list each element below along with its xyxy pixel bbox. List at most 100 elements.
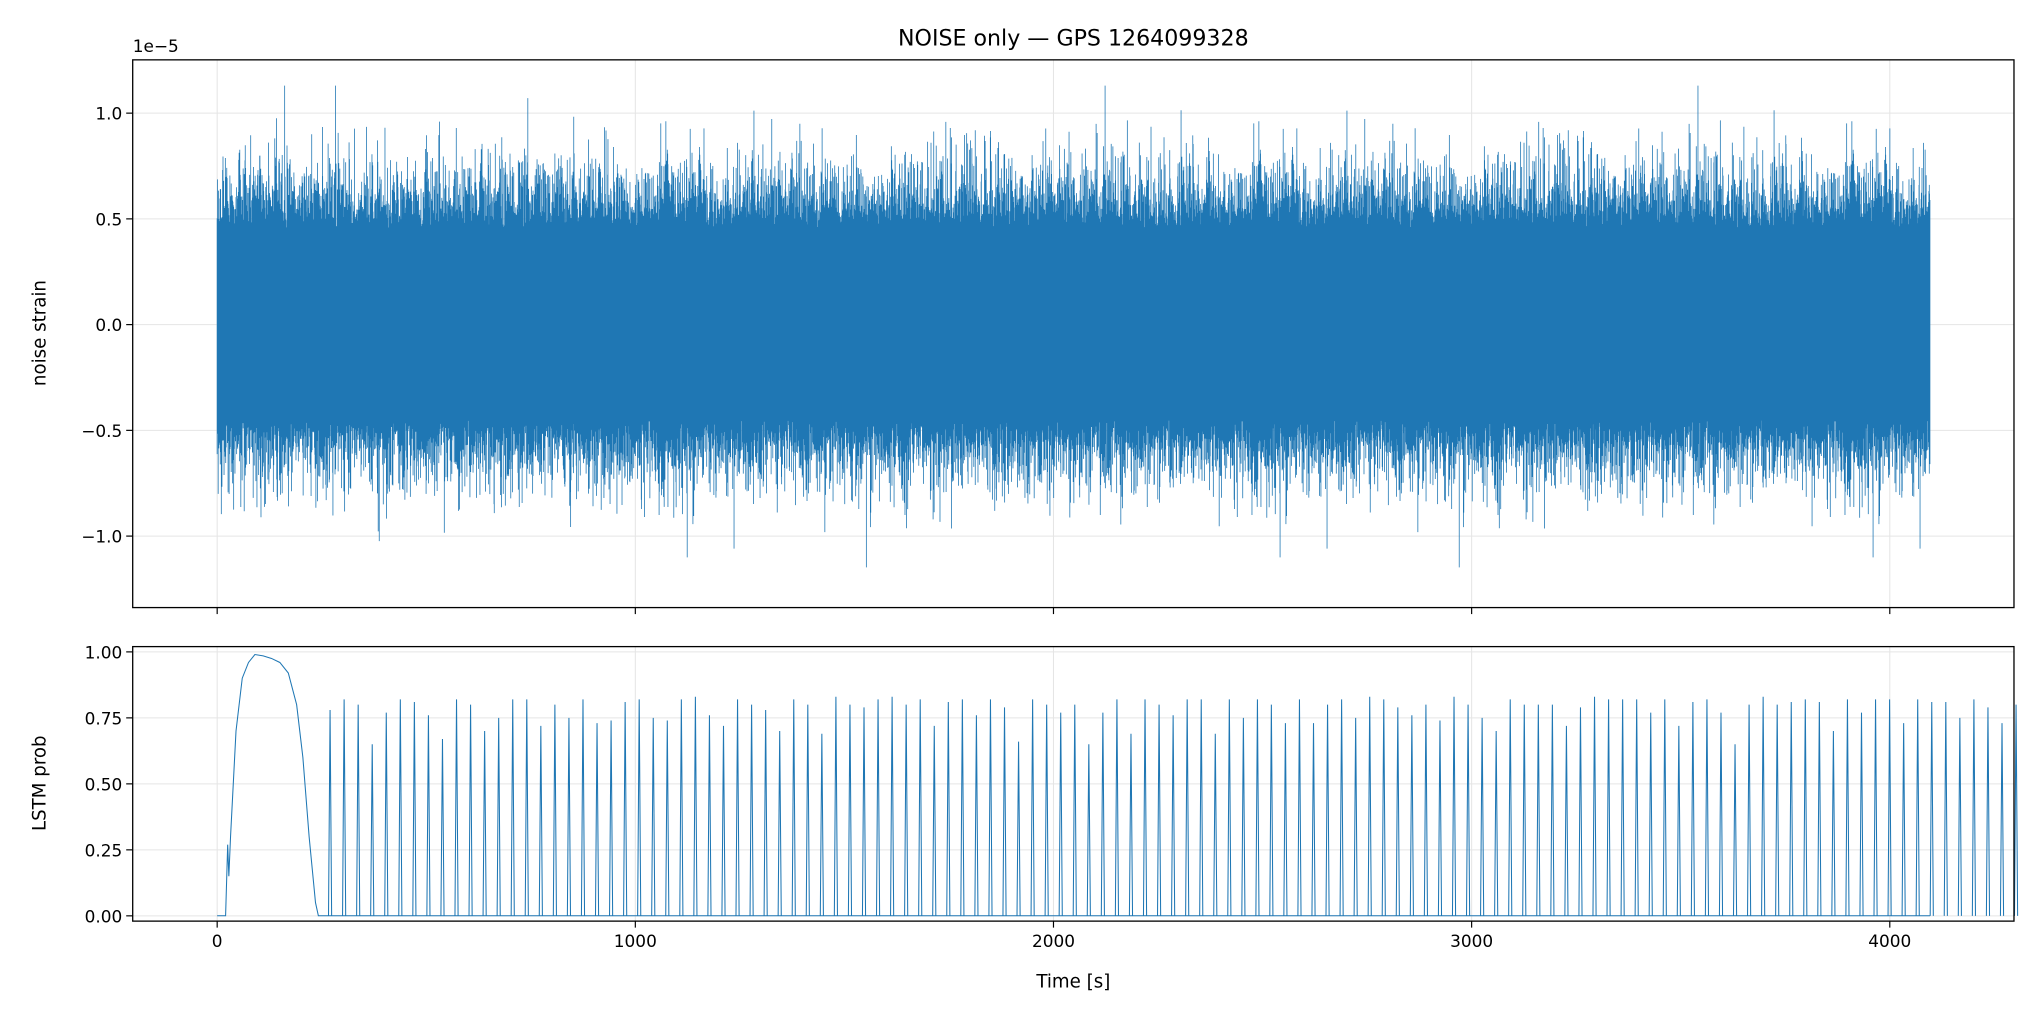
lstm-prob-spike bbox=[1030, 699, 1035, 916]
lstm-prob-spike bbox=[1016, 741, 1021, 916]
lstm-prob-spike bbox=[1227, 699, 1232, 916]
lstm-prob-spike bbox=[1761, 696, 1766, 916]
xlabel: Time [s] bbox=[1035, 971, 1110, 992]
lstm-prob-spike bbox=[426, 715, 431, 916]
y-tick-label: −0.5 bbox=[81, 421, 122, 441]
lstm-prob-spike bbox=[665, 720, 670, 916]
lstm-prob-spike bbox=[1676, 725, 1681, 916]
lstm-prob-spike bbox=[974, 715, 979, 916]
bottom-axes: 0 1000 2000 3000 4000 0.00 0.25 0.50 0.75 1.00 bbox=[85, 642, 2019, 951]
lstm-prob-spike bbox=[1985, 707, 1991, 916]
lstm-prob-spike bbox=[890, 696, 895, 916]
lstm-prob-spike bbox=[805, 704, 810, 916]
lstm-prob-spike bbox=[1241, 717, 1246, 916]
lstm-prob-spike bbox=[749, 704, 754, 916]
lstm-prob-spike bbox=[1943, 702, 1948, 916]
lstm-prob-spike bbox=[1395, 707, 1400, 916]
lstm-prob-spike bbox=[1213, 733, 1218, 916]
lstm-prob-spike bbox=[833, 696, 838, 916]
top-axes: −1.0 −0.5 0.0 0.5 1.0 bbox=[81, 59, 2015, 615]
lstm-prob-spike bbox=[1283, 723, 1288, 916]
lstm-prob-spike bbox=[594, 723, 600, 916]
lstm-prob-spike bbox=[356, 704, 361, 916]
noise-strain-line bbox=[216, 85, 1931, 568]
lstm-prob-spike bbox=[735, 699, 740, 916]
lstm-prob-spike bbox=[1367, 696, 1372, 916]
lstm-prob-spike bbox=[946, 702, 951, 916]
y-tick-label: 1.00 bbox=[85, 642, 123, 662]
y-tick-label: 0.50 bbox=[85, 774, 123, 794]
lstm-prob-spike bbox=[1817, 702, 1822, 916]
lstm-prob-spike bbox=[1999, 723, 2005, 916]
lstm-prob-spike bbox=[1494, 731, 1499, 916]
y-tick-label: 1.0 bbox=[95, 104, 122, 124]
lstm-prob-spike bbox=[1297, 699, 1302, 916]
y-tick-label: 0.75 bbox=[85, 708, 123, 728]
lstm-prob-spike bbox=[847, 704, 853, 916]
lstm-prob-spike bbox=[1156, 704, 1162, 916]
lstm-prob-spike bbox=[1929, 702, 1934, 916]
y-tick-label: 0.5 bbox=[95, 209, 122, 229]
lstm-prob-spike bbox=[1718, 712, 1724, 916]
lstm-prob-spike bbox=[1480, 717, 1485, 916]
lstm-prob-spike bbox=[510, 699, 515, 916]
lstm-prob-spike bbox=[1128, 733, 1134, 916]
lstm-prob-spike bbox=[1747, 704, 1752, 916]
lstm-prob-spike bbox=[1437, 720, 1443, 916]
x-tick-label: 0 bbox=[212, 931, 223, 951]
lstm-prob-line bbox=[217, 653, 1930, 917]
lstm-prob-spike bbox=[1915, 699, 1920, 916]
lstm-prob-spike bbox=[1831, 731, 1836, 916]
lstm-prob-spike bbox=[1775, 704, 1780, 916]
bottom-axes-frame bbox=[132, 645, 2015, 922]
lstm-prob-spike bbox=[777, 731, 782, 916]
lstm-prob-spike bbox=[1451, 696, 1457, 916]
lstm-prob-spike bbox=[1536, 704, 1541, 916]
lstm-prob-spike bbox=[412, 702, 417, 916]
lstm-prob-spike bbox=[1859, 712, 1864, 916]
lstm-prob-spike bbox=[1423, 704, 1428, 916]
lstm-prob-spike bbox=[1522, 704, 1527, 916]
lstm-prob-spike bbox=[1044, 704, 1049, 916]
top-axes-frame bbox=[132, 59, 2015, 609]
lstm-prob-spike bbox=[1072, 704, 1077, 916]
lstm-prob-spike bbox=[623, 702, 628, 916]
lstm-prob-spike bbox=[1662, 699, 1667, 916]
lstm-prob-spike bbox=[1901, 723, 1906, 916]
y-tick-label: 0.25 bbox=[85, 840, 123, 860]
lstm-prob-spike bbox=[1199, 699, 1204, 916]
x-tick-label: 4000 bbox=[1868, 931, 1911, 951]
lstm-prob-spike bbox=[988, 699, 993, 916]
lstm-prob-spike bbox=[1564, 725, 1569, 916]
lstm-prob-spike bbox=[1690, 702, 1695, 916]
bottom-ylabel: LSTM prob bbox=[30, 735, 51, 831]
lstm-prob-spike bbox=[384, 712, 389, 916]
lstm-prob-spike bbox=[1465, 704, 1471, 916]
lstm-prob-spike bbox=[932, 725, 937, 916]
x-tick-label: 3000 bbox=[1450, 931, 1493, 951]
x-tick-label: 1000 bbox=[614, 931, 657, 951]
lstm-prob-spike bbox=[552, 704, 557, 916]
lstm-prob-spike bbox=[1353, 717, 1358, 916]
lstm-prob-spike bbox=[1789, 702, 1794, 916]
lstm-prob-spike bbox=[1648, 712, 1653, 916]
lstm-prob-spike bbox=[1381, 699, 1386, 916]
lstm-prob-spike bbox=[707, 715, 712, 916]
x-tick-label: 2000 bbox=[1032, 931, 1075, 951]
y-tick-label: −1.0 bbox=[81, 527, 122, 547]
lstm-prob-spike bbox=[651, 717, 656, 916]
lstm-prob-spike bbox=[1634, 699, 1639, 916]
lstm-prob-spike bbox=[327, 709, 333, 916]
lstm-prob-spike bbox=[1606, 699, 1611, 916]
lstm-prob-spike bbox=[1732, 744, 1738, 916]
lstm-prob-spike bbox=[609, 720, 614, 916]
lstm-prob-spike bbox=[454, 699, 459, 916]
lstm-prob-spike bbox=[1325, 704, 1330, 916]
lstm-prob-spike bbox=[918, 699, 923, 916]
lstm-prob-spike bbox=[1620, 699, 1625, 916]
lstm-prob-spike bbox=[861, 707, 867, 916]
lstm-prob-spike bbox=[524, 699, 529, 916]
lstm-prob-spike bbox=[1845, 699, 1850, 916]
lstm-prob-spike bbox=[398, 699, 403, 916]
